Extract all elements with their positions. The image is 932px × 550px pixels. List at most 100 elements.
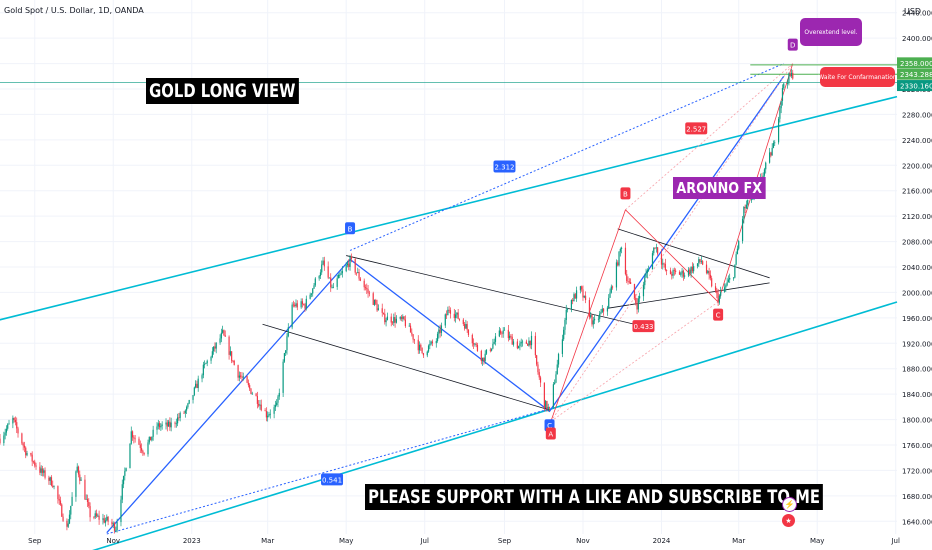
candle-body	[507, 329, 509, 339]
x-tick-label: 2024	[653, 537, 671, 545]
candle-body	[717, 293, 719, 303]
candle-body	[783, 83, 785, 88]
candle-body	[121, 484, 123, 500]
candle-body	[790, 72, 793, 77]
candle-body	[304, 304, 306, 309]
candle-body	[573, 294, 575, 302]
point-b-blue: B	[348, 225, 353, 233]
candle-body	[789, 73, 791, 77]
candle-body	[264, 410, 266, 412]
candle-body	[453, 313, 455, 318]
candle-body	[260, 404, 262, 411]
candle-body	[602, 308, 605, 312]
candle-body	[206, 360, 208, 364]
candle-body	[482, 357, 484, 362]
us-flag-icon[interactable]: ★	[782, 514, 795, 527]
channel-lower-line	[92, 301, 898, 550]
lightning-icon[interactable]: ⚡	[782, 497, 797, 512]
grid	[0, 0, 897, 534]
candle-body	[115, 530, 117, 532]
candle-body	[339, 274, 341, 276]
support-banner: PLEASE SUPPORT WITH A LIKE AND SUBSCRIBE…	[365, 484, 824, 510]
candle-body	[765, 162, 767, 170]
candle-body	[653, 247, 655, 254]
candle-body	[529, 340, 531, 346]
candle-body	[555, 374, 557, 383]
candle-body	[444, 314, 446, 326]
candle-body	[672, 270, 674, 276]
candle-body	[628, 281, 630, 283]
candle-body	[44, 470, 46, 478]
candle-body	[49, 477, 51, 481]
candle-body	[772, 143, 775, 148]
y-tick-label: 1800.000	[902, 417, 932, 425]
candle-body	[409, 325, 412, 333]
candle-body	[537, 364, 539, 373]
y-tick-label: 2240.000	[902, 137, 932, 145]
candle-body	[447, 309, 449, 316]
candle-body	[511, 336, 513, 345]
candle-body	[193, 387, 195, 396]
candle-body	[106, 516, 108, 521]
candle-body	[393, 317, 395, 323]
candle-body	[213, 346, 215, 352]
candle-body	[228, 336, 230, 355]
candle-body	[467, 329, 470, 335]
candle-body	[98, 515, 100, 520]
candle-body	[367, 289, 369, 293]
candle-body	[53, 486, 55, 487]
currency-label[interactable]: USD	[904, 7, 922, 16]
candle-body	[330, 277, 332, 288]
x-tick-label: May	[339, 537, 353, 545]
candle-body	[664, 263, 666, 271]
title-banner: GOLD LONG VIEW	[146, 78, 299, 104]
candle-body	[340, 273, 342, 275]
candle-body	[40, 468, 42, 473]
candle-body	[436, 333, 439, 341]
candle-body	[582, 289, 584, 298]
candle-body	[3, 435, 5, 444]
candle-body	[680, 273, 682, 275]
candle-body	[463, 324, 466, 329]
candle-body	[134, 438, 136, 440]
candle-body	[538, 372, 540, 378]
candle-body	[633, 284, 636, 298]
ratio-2527: 2.527	[686, 125, 706, 133]
candle-body	[57, 486, 59, 499]
candle-body	[565, 309, 567, 320]
candle-body	[149, 436, 152, 441]
price-tag-box	[897, 80, 932, 92]
candle-body	[176, 417, 179, 424]
candle-body	[332, 286, 334, 288]
candle-body	[223, 330, 225, 336]
candle-body	[745, 204, 748, 209]
candle-body	[489, 349, 491, 351]
candle-body	[648, 269, 650, 271]
candle-body	[249, 385, 251, 389]
point-d-purple-box	[787, 38, 798, 51]
candle-body	[714, 286, 717, 291]
y-tick-label: 2440.000	[902, 10, 932, 18]
candle-body	[669, 270, 672, 275]
candle-body	[735, 254, 737, 265]
candle-body	[726, 282, 728, 286]
candle-body	[129, 443, 131, 469]
y-tick-label: 1680.000	[902, 493, 932, 501]
candle-body	[626, 274, 628, 281]
candle-body	[52, 485, 54, 487]
candle-body	[770, 152, 772, 156]
blue-pattern-line	[106, 75, 785, 534]
y-tick-label: 2160.000	[902, 188, 932, 196]
candle-body	[381, 308, 383, 313]
candle-body	[630, 282, 632, 285]
candle-body	[17, 428, 19, 434]
candle-body	[660, 253, 663, 265]
y-tick-label: 1760.000	[902, 442, 932, 450]
candle-body	[518, 346, 520, 349]
candle-body	[382, 312, 385, 314]
candle-body	[403, 316, 405, 320]
candle-body	[215, 342, 217, 349]
symbol-title[interactable]: Gold Spot / U.S. Dollar, 1D, OANDA	[4, 6, 144, 15]
candle-body	[364, 287, 367, 289]
